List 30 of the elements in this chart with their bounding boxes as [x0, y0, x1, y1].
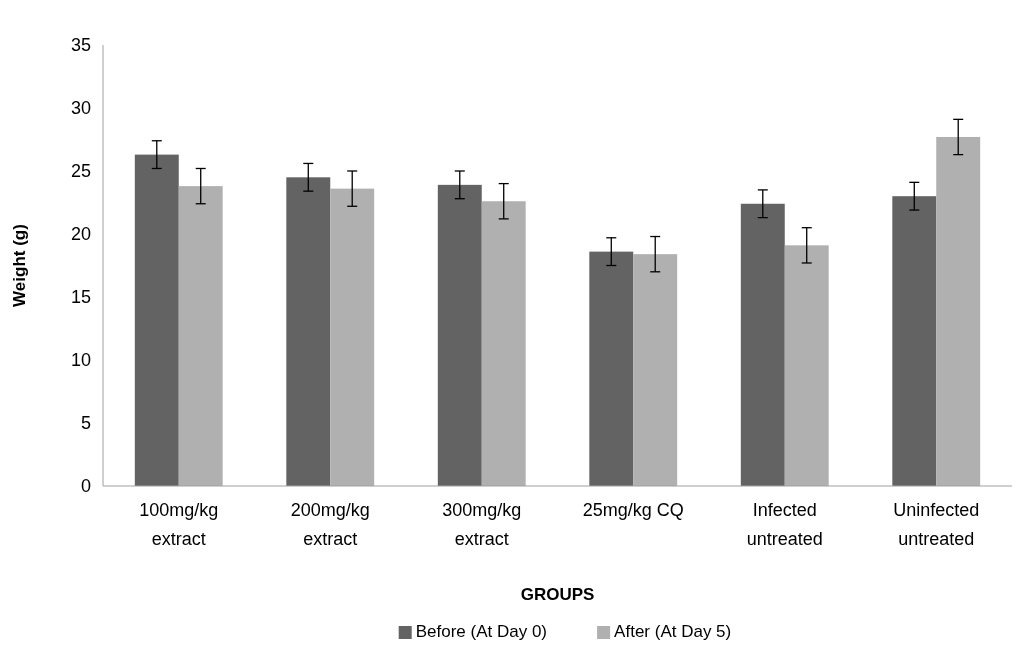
- bar: [481, 201, 526, 486]
- bar: [286, 177, 331, 486]
- y-tick-label: 15: [70, 287, 91, 308]
- x-tick-label: 25mg/kg CQ: [582, 500, 684, 520]
- y-tick-label: 20: [70, 224, 91, 245]
- bar: [936, 136, 981, 486]
- bar: [589, 251, 634, 486]
- bar: [633, 254, 678, 486]
- bar: [437, 184, 482, 486]
- x-tick-label: Infected untreated: [746, 500, 823, 549]
- x-tick-label: 300mg/kg extract: [442, 500, 522, 549]
- x-tick-label: 100mg/kg extract: [139, 500, 219, 549]
- bar: [134, 154, 179, 486]
- y-tick-label: 0: [80, 476, 91, 497]
- y-tick-label: 5: [80, 413, 91, 434]
- y-tick-label: 25: [70, 161, 91, 182]
- y-tick-label: 10: [70, 350, 91, 371]
- bar: [178, 186, 223, 486]
- legend-label: After (At Day 5): [614, 622, 732, 641]
- y-axis-title: Weight (g): [10, 224, 29, 307]
- y-tick-label: 35: [70, 35, 91, 56]
- bar: [784, 245, 829, 486]
- bar: [740, 203, 785, 486]
- y-tick-label: 30: [70, 98, 91, 119]
- legend-label: Before (At Day 0): [415, 622, 548, 641]
- bar: [892, 196, 937, 486]
- x-tick-label: Uninfected untreated: [893, 500, 980, 549]
- x-tick-label: 200mg/kg extract: [290, 500, 370, 549]
- bar: [330, 188, 375, 486]
- x-axis-title: GROUPS: [520, 585, 595, 604]
